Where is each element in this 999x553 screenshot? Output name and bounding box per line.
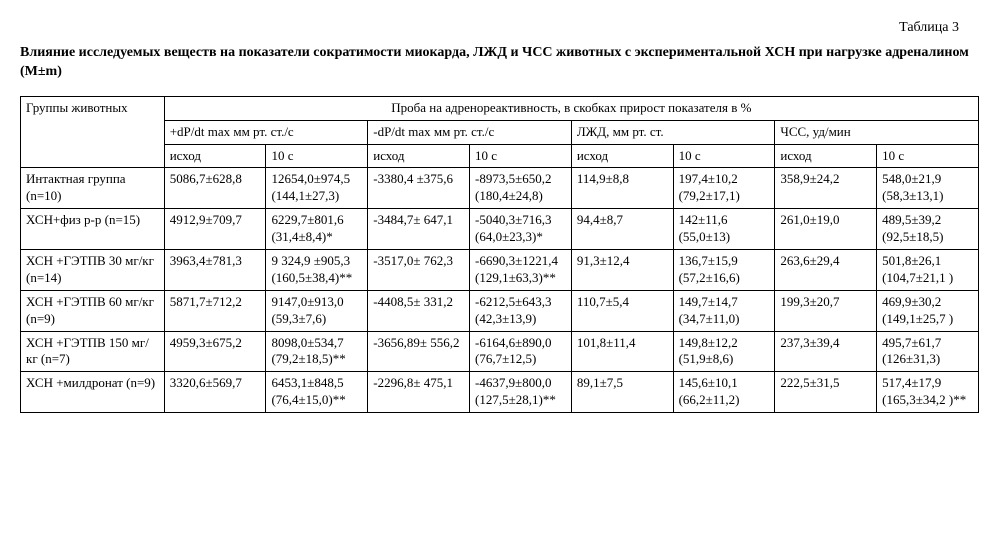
col-hr: ЧСС, уд/мин xyxy=(775,120,979,144)
group-cell: ХСН +ГЭТПВ 150 мг/кг (n=7) xyxy=(21,331,165,372)
table-row: ХСН+физ р-р (n=15)4912,9±709,76229,7±801… xyxy=(21,209,979,250)
value-cell: -4637,9±800,0 (127,5±28,1)** xyxy=(470,372,572,413)
value-cell: 197,4±10,2 (79,2±17,1) xyxy=(673,168,775,209)
col-lvd: ЛЖД, мм рт. ст. xyxy=(571,120,775,144)
sub-baseline: исход xyxy=(164,144,266,168)
group-cell: ХСН+физ р-р (n=15) xyxy=(21,209,165,250)
value-cell: 149,8±12,2 (51,9±8,6) xyxy=(673,331,775,372)
value-cell: 222,5±31,5 xyxy=(775,372,877,413)
value-cell: 5086,7±628,8 xyxy=(164,168,266,209)
col-dpdt-pos: +dP/dt max мм рт. ст./с xyxy=(164,120,368,144)
table-row: ХСН +ГЭТПВ 30 мг/кг (n=14)3963,4±781,39 … xyxy=(21,250,979,291)
data-table: Группы животных Проба на адренореактивно… xyxy=(20,96,979,413)
value-cell: 517,4±17,9 (165,3±34,2 )** xyxy=(877,372,979,413)
value-cell: 101,8±11,4 xyxy=(571,331,673,372)
value-cell: -2296,8± 475,1 xyxy=(368,372,470,413)
value-cell: 358,9±24,2 xyxy=(775,168,877,209)
value-cell: 94,4±8,7 xyxy=(571,209,673,250)
value-cell: -5040,3±716,3 (64,0±23,3)* xyxy=(470,209,572,250)
value-cell: -3380,4 ±375,6 xyxy=(368,168,470,209)
group-cell: ХСН +ГЭТПВ 30 мг/кг (n=14) xyxy=(21,250,165,291)
sub-baseline: исход xyxy=(368,144,470,168)
value-cell: 136,7±15,9 (57,2±16,6) xyxy=(673,250,775,291)
col-groups: Группы животных xyxy=(21,96,165,168)
value-cell: 3320,6±569,7 xyxy=(164,372,266,413)
group-cell: Интактная группа (n=10) xyxy=(21,168,165,209)
value-cell: 110,7±5,4 xyxy=(571,290,673,331)
value-cell: -8973,5±650,2 (180,4±24,8) xyxy=(470,168,572,209)
value-cell: -3517,0± 762,3 xyxy=(368,250,470,291)
sub-baseline: исход xyxy=(775,144,877,168)
value-cell: 114,9±8,8 xyxy=(571,168,673,209)
value-cell: 142±11,6 (55,0±13) xyxy=(673,209,775,250)
value-cell: 6453,1±848,5 (76,4±15,0)** xyxy=(266,372,368,413)
value-cell: 263,6±29,4 xyxy=(775,250,877,291)
col-dpdt-neg: -dP/dt max мм рт. ст./с xyxy=(368,120,572,144)
value-cell: 3963,4±781,3 xyxy=(164,250,266,291)
value-cell: 89,1±7,5 xyxy=(571,372,673,413)
value-cell: 261,0±19,0 xyxy=(775,209,877,250)
value-cell: 5871,7±712,2 xyxy=(164,290,266,331)
value-cell: -4408,5± 331,2 xyxy=(368,290,470,331)
sub-10s: 10 с xyxy=(673,144,775,168)
value-cell: 6229,7±801,6 (31,4±8,4)* xyxy=(266,209,368,250)
group-cell: ХСН +ГЭТПВ 60 мг/кг (n=9) xyxy=(21,290,165,331)
table-label: Таблица 3 xyxy=(20,20,959,36)
table-row: ХСН +милдронат (n=9)3320,6±569,76453,1±8… xyxy=(21,372,979,413)
value-cell: 199,3±20,7 xyxy=(775,290,877,331)
value-cell: 91,3±12,4 xyxy=(571,250,673,291)
value-cell: -6690,3±1221,4 (129,1±63,3)** xyxy=(470,250,572,291)
value-cell: 4959,3±675,2 xyxy=(164,331,266,372)
value-cell: -3484,7± 647,1 xyxy=(368,209,470,250)
sub-10s: 10 с xyxy=(877,144,979,168)
value-cell: 469,9±30,2 (149,1±25,7 ) xyxy=(877,290,979,331)
value-cell: 489,5±39,2 (92,5±18,5) xyxy=(877,209,979,250)
value-cell: -3656,89± 556,2 xyxy=(368,331,470,372)
value-cell: 12654,0±974,5 (144,1±27,3) xyxy=(266,168,368,209)
value-cell: 501,8±26,1 (104,7±21,1 ) xyxy=(877,250,979,291)
table-row: Интактная группа (n=10)5086,7±628,812654… xyxy=(21,168,979,209)
sub-10s: 10 с xyxy=(266,144,368,168)
value-cell: 8098,0±534,7 (79,2±18,5)** xyxy=(266,331,368,372)
table-row: ХСН +ГЭТПВ 60 мг/кг (n=9)5871,7±712,2914… xyxy=(21,290,979,331)
value-cell: 9147,0±913,0 (59,3±7,6) xyxy=(266,290,368,331)
value-cell: -6212,5±643,3 (42,3±13,9) xyxy=(470,290,572,331)
value-cell: 149,7±14,7 (34,7±11,0) xyxy=(673,290,775,331)
value-cell: 145,6±10,1 (66,2±11,2) xyxy=(673,372,775,413)
value-cell: 548,0±21,9 (58,3±13,1) xyxy=(877,168,979,209)
col-span-all: Проба на адренореактивность, в скобках п… xyxy=(164,96,978,120)
value-cell: 495,7±61,7 (126±31,3) xyxy=(877,331,979,372)
table-title: Влияние исследуемых веществ на показател… xyxy=(20,44,979,82)
sub-baseline: исход xyxy=(571,144,673,168)
value-cell: -6164,6±890,0 (76,7±12,5) xyxy=(470,331,572,372)
value-cell: 9 324,9 ±905,3 (160,5±38,4)** xyxy=(266,250,368,291)
sub-10s: 10 с xyxy=(470,144,572,168)
table-row: ХСН +ГЭТПВ 150 мг/кг (n=7)4959,3±675,280… xyxy=(21,331,979,372)
value-cell: 237,3±39,4 xyxy=(775,331,877,372)
group-cell: ХСН +милдронат (n=9) xyxy=(21,372,165,413)
value-cell: 4912,9±709,7 xyxy=(164,209,266,250)
